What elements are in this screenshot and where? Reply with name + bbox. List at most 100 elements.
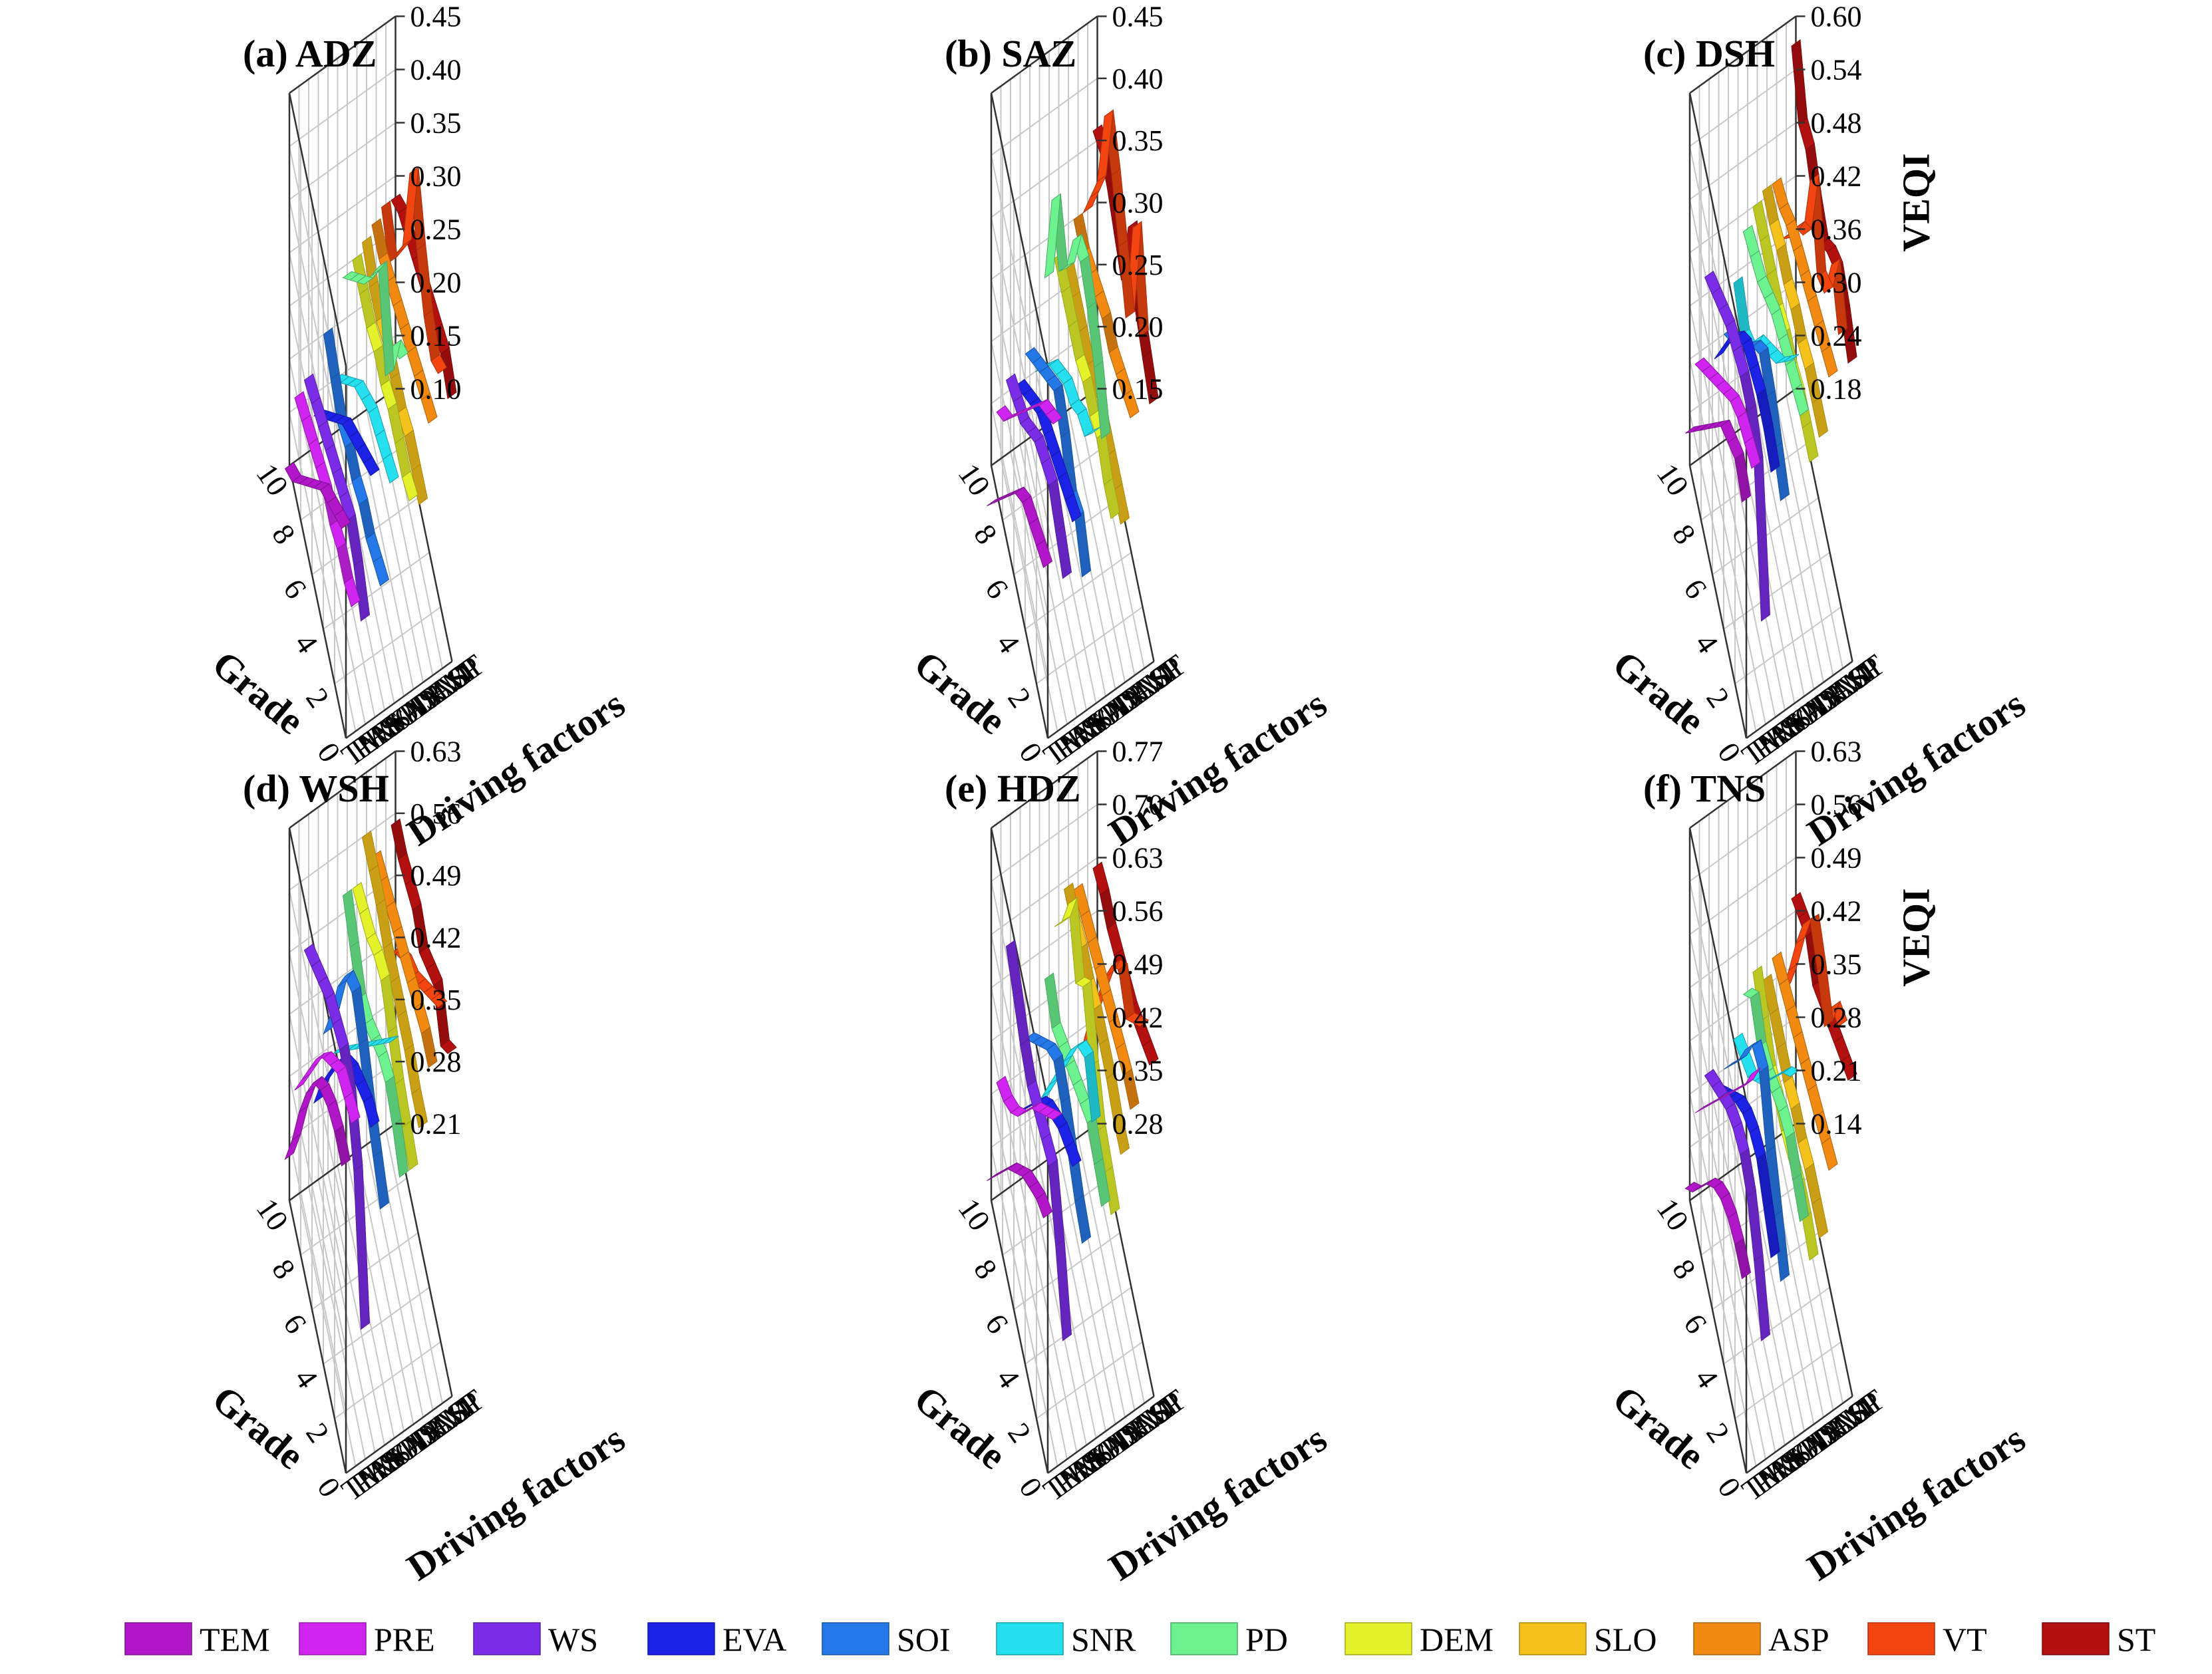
ribbon-segment bbox=[342, 889, 359, 948]
grid-line bbox=[991, 1016, 1098, 1095]
panel-title: (e) HDZ bbox=[945, 767, 1081, 810]
panel-3: 0.180.240.300.360.420.480.540.60VEQI0246… bbox=[1605, 1, 2032, 855]
grid-line bbox=[1068, 409, 1126, 683]
panel-2: 0.150.200.250.300.350.400.450246810Grade… bbox=[906, 1, 1334, 855]
ribbon-segment bbox=[996, 405, 1013, 422]
axis-line bbox=[288, 1200, 347, 1474]
ribbon-segment bbox=[1092, 861, 1110, 896]
z-axis-label: VEQI bbox=[1895, 153, 1938, 251]
ribbon-TEM bbox=[284, 1075, 351, 1167]
z-tick-label: 0.28 bbox=[410, 1046, 462, 1078]
grid-line bbox=[991, 78, 1098, 156]
axis-line bbox=[1689, 15, 1797, 94]
ribbon-segment bbox=[359, 497, 375, 540]
z-tick-label: 0.36 bbox=[1811, 213, 1862, 246]
ribbon-segment bbox=[1025, 347, 1042, 364]
z-tick-label: 0.14 bbox=[1811, 1108, 1862, 1141]
ribbon-ASP bbox=[1073, 212, 1140, 419]
ribbon-segment bbox=[1048, 1159, 1065, 1247]
grid-line bbox=[1689, 69, 1797, 147]
ribbon-ASP bbox=[1772, 177, 1838, 378]
z-tick-label: 0.42 bbox=[1811, 160, 1862, 193]
z-tick-label: 0.63 bbox=[1811, 736, 1862, 768]
grid-line bbox=[300, 1177, 408, 1256]
ribbon-segment bbox=[294, 1073, 311, 1091]
ribbons bbox=[987, 861, 1159, 1341]
legend-label: WS bbox=[548, 1621, 598, 1658]
z-tick-label: 0.28 bbox=[1811, 1002, 1862, 1034]
z-tick-label: 0.20 bbox=[410, 267, 462, 299]
grid-line bbox=[323, 551, 430, 630]
ribbon-PRE bbox=[294, 1051, 361, 1125]
ribbon-PRE bbox=[996, 1075, 1062, 1121]
grid-line bbox=[1025, 1286, 1132, 1365]
z-ticks: 0.15 0.20 0.25 0.30 0.35 0.40 0.45 bbox=[1097, 1, 1164, 406]
grid-line bbox=[334, 606, 442, 684]
grid-line bbox=[1029, 437, 1087, 711]
ribbon-segment bbox=[1752, 965, 1770, 1022]
grid-line bbox=[991, 857, 1098, 935]
ribbon-WS bbox=[1005, 939, 1072, 1341]
ribbon-segment bbox=[1714, 342, 1731, 360]
z-tick-label: 0.77 bbox=[1112, 736, 1164, 768]
ribbon-segment bbox=[1752, 200, 1770, 242]
ribbon-ASP bbox=[1073, 883, 1140, 1110]
grid-line bbox=[1786, 395, 1843, 669]
grid-line bbox=[289, 122, 396, 200]
z-ticks: 0.28 0.35 0.42 0.49 0.56 0.63 0.70 0.77 bbox=[1097, 736, 1164, 1141]
legend: TEM PRE WS EVA SOI SNR PD DEM SLO ASP VT ST bbox=[124, 1621, 2155, 1658]
grid-line bbox=[1776, 1137, 1834, 1411]
legend-label: DEM bbox=[1420, 1621, 1494, 1658]
legend-label: TEM bbox=[200, 1621, 270, 1658]
legend-label: ASP bbox=[1768, 1621, 1829, 1658]
grid-line bbox=[1689, 122, 1797, 200]
ribbon-VT bbox=[1782, 173, 1848, 336]
ribbon-segment bbox=[1704, 270, 1721, 295]
ribbon-segment bbox=[1724, 1058, 1740, 1070]
z-tick-label: 0.15 bbox=[1112, 373, 1164, 406]
grid-line bbox=[1036, 606, 1144, 684]
ribbon-segment bbox=[391, 818, 408, 860]
grade-tick-label: 4 bbox=[1688, 627, 1725, 659]
ribbon-TEM bbox=[1684, 1177, 1752, 1280]
ribbon-segment bbox=[1742, 225, 1760, 258]
grid-line bbox=[308, 1186, 366, 1460]
ribbon-segment bbox=[391, 194, 408, 214]
z-tick-label: 0.49 bbox=[1112, 948, 1164, 981]
legend-label: SNR bbox=[1071, 1621, 1136, 1658]
grade-tick-label: 6 bbox=[1677, 573, 1714, 605]
grade-tick-label: 8 bbox=[967, 518, 1004, 550]
legend-swatch bbox=[299, 1622, 367, 1655]
grid-line bbox=[1723, 551, 1831, 630]
legend-item-SLO: SLO bbox=[1519, 1621, 1657, 1658]
legend-item-SNR: SNR bbox=[996, 1621, 1136, 1658]
ribbon-segment bbox=[1044, 193, 1061, 279]
grid-line bbox=[1689, 857, 1797, 935]
grade-tick-label: 6 bbox=[1677, 1308, 1714, 1339]
legend-label: VT bbox=[1943, 1621, 1987, 1658]
panel-title: (b) SAZ bbox=[945, 32, 1076, 75]
z-tick-label: 0.56 bbox=[1811, 789, 1862, 821]
ribbon-segment bbox=[987, 1170, 1003, 1181]
legend-label: ST bbox=[2117, 1621, 2155, 1658]
ribbon-segment bbox=[1762, 184, 1779, 226]
z-tick-label: 0.35 bbox=[1811, 948, 1862, 981]
legend-item-WS: WS bbox=[473, 1621, 598, 1658]
legend-swatch bbox=[473, 1622, 541, 1655]
ribbon-SLO bbox=[361, 830, 428, 1129]
grade-tick-label: 6 bbox=[979, 573, 1015, 605]
grade-tick-label: 10 bbox=[250, 1192, 295, 1237]
ribbon-PD bbox=[342, 260, 409, 377]
ribbon-segment bbox=[1074, 1194, 1092, 1244]
grid-line bbox=[991, 140, 1098, 218]
z-ticks: 0.18 0.24 0.30 0.36 0.42 0.48 0.54 0.60 bbox=[1796, 1, 1862, 406]
z-tick-label: 0.54 bbox=[1811, 54, 1862, 86]
z-tick-label: 0.49 bbox=[410, 859, 462, 892]
ribbon-segment bbox=[1754, 456, 1771, 622]
z-tick-label: 0.35 bbox=[410, 107, 462, 140]
ribbon-PD bbox=[1044, 193, 1111, 440]
legend-swatch bbox=[124, 1622, 192, 1655]
grade-tick-label: 8 bbox=[1666, 518, 1702, 550]
ribbon-segment bbox=[1772, 951, 1789, 986]
ribbon-SLO bbox=[1762, 184, 1829, 438]
